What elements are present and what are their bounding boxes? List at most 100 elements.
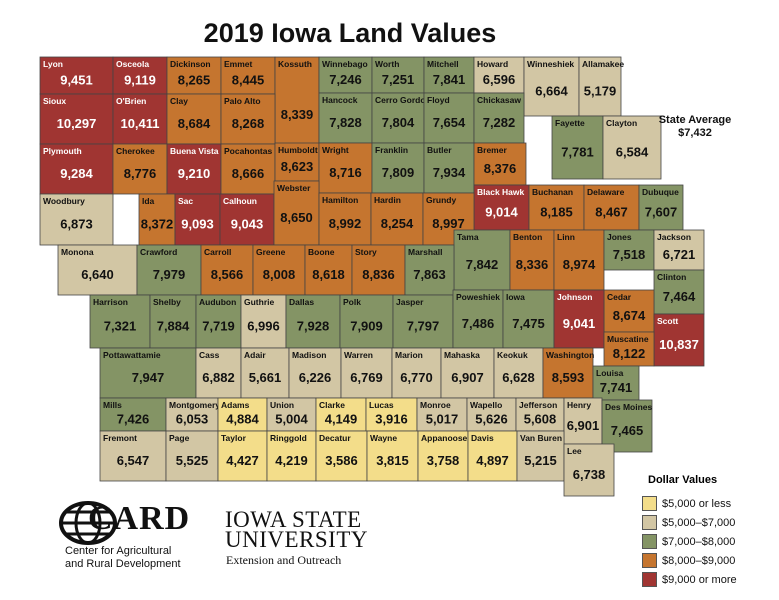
- county-lee: [563, 443, 615, 497]
- county-name: Dickinson: [170, 59, 211, 69]
- county-name: Palo Alto: [224, 96, 261, 106]
- county-value: 8,254: [381, 216, 414, 231]
- county-name: Taylor: [221, 433, 247, 443]
- county-monroe: [416, 397, 468, 432]
- county-value: 7,464: [663, 289, 696, 304]
- county-name: Wayne: [370, 433, 397, 443]
- county-value: 7,518: [613, 247, 646, 262]
- county-name: Clay: [170, 96, 188, 106]
- county-decatur: [315, 430, 368, 482]
- county-story: [351, 244, 406, 296]
- county-value: 8,268: [232, 116, 265, 131]
- county-name: Buchanan: [532, 187, 573, 197]
- county-value: 8,185: [540, 205, 573, 220]
- county-name: Jones: [607, 232, 632, 242]
- county-name: Hamilton: [322, 195, 358, 205]
- county-name: Page: [169, 433, 190, 443]
- county-value: 9,043: [231, 217, 264, 232]
- county-name: Wapello: [470, 400, 502, 410]
- county-name: Dallas: [289, 297, 314, 307]
- county-value: 10,297: [57, 116, 97, 131]
- county-name: Keokuk: [497, 350, 528, 360]
- county-cherokee: [112, 143, 168, 195]
- county-value: 7,741: [600, 380, 633, 395]
- county-keokuk: [493, 347, 544, 399]
- county-value: 4,897: [476, 453, 509, 468]
- county-name: Clayton: [606, 118, 637, 128]
- county-value: 4,427: [226, 453, 259, 468]
- county-value: 8,716: [329, 165, 362, 180]
- county-clayton: [602, 115, 662, 180]
- county-linn: [553, 229, 605, 291]
- county-name: Humboldt: [278, 145, 318, 155]
- county-value: 5,661: [249, 370, 282, 385]
- county-o-brien: [112, 93, 168, 145]
- legend-item: $9,000 or more: [642, 570, 737, 589]
- legend-swatch: [642, 515, 657, 530]
- county-name: Cherokee: [116, 146, 155, 156]
- county-plymouth: [39, 143, 114, 195]
- county-humboldt: [274, 142, 320, 182]
- county-floyd: [423, 92, 475, 144]
- state-average-value: $7,432: [678, 127, 712, 139]
- county-buchanan: [528, 184, 585, 231]
- county-value: 4,149: [325, 412, 358, 427]
- county-value: 6,640: [81, 267, 114, 282]
- county-name: Sioux: [43, 96, 66, 106]
- county-boone: [304, 244, 353, 296]
- county-name: Buena Vista: [170, 146, 219, 156]
- county-davis: [467, 430, 518, 482]
- county-value: 5,525: [176, 453, 209, 468]
- county-value: 7,828: [329, 115, 362, 130]
- county-name: Calhoun: [223, 196, 257, 206]
- county-value: 8,836: [362, 267, 395, 282]
- county-value: 4,884: [226, 412, 259, 427]
- county-value: 5,179: [584, 84, 617, 99]
- county-value: 6,907: [451, 370, 484, 385]
- county-name: Warren: [344, 350, 373, 360]
- county-value: 7,321: [104, 319, 137, 334]
- county-marion: [391, 347, 442, 399]
- county-value: 8,593: [552, 370, 585, 385]
- county-value: 6,901: [567, 418, 600, 433]
- county-johnson: [553, 289, 605, 349]
- county-value: 5,004: [275, 412, 308, 427]
- county-name: Johnson: [557, 292, 592, 302]
- legend-item: $5,000–$7,000: [642, 513, 737, 532]
- county-name: Louisa: [596, 368, 624, 378]
- county-appanoose: [417, 430, 469, 482]
- county-sac: [174, 193, 221, 246]
- county-name: Carroll: [204, 247, 231, 257]
- county-name: Emmet: [224, 59, 253, 69]
- county-jackson: [653, 229, 705, 271]
- county-name: Tama: [457, 232, 479, 242]
- county-name: Jackson: [657, 232, 691, 242]
- county-adair: [240, 347, 290, 399]
- county-value: 6,596: [483, 72, 516, 87]
- county-value: 7,804: [382, 115, 415, 130]
- county-name: Polk: [343, 297, 361, 307]
- county-value: 8,997: [432, 216, 465, 231]
- county-name: Black Hawk: [477, 187, 525, 197]
- county-name: Marion: [395, 350, 423, 360]
- county-value: 6,738: [573, 467, 606, 482]
- county-value: 7,842: [466, 257, 499, 272]
- map-title: 2019 Iowa Land Values: [203, 18, 497, 48]
- county-value: 7,934: [433, 165, 466, 180]
- county-value: 9,210: [178, 166, 211, 181]
- county-name: Pocahontas: [224, 146, 272, 156]
- county-value: 7,465: [611, 423, 644, 438]
- card-globe-icon: [59, 501, 117, 545]
- county-carroll: [200, 244, 254, 296]
- county-poweshiek: [452, 289, 504, 349]
- county-value: 8,618: [312, 267, 345, 282]
- county-value: 8,265: [178, 73, 211, 88]
- county-woodbury: [39, 193, 114, 246]
- county-value: 8,372: [141, 217, 174, 232]
- county-taylor: [217, 430, 268, 482]
- county-value: 7,909: [350, 319, 383, 334]
- county-cerro-gordo: [371, 92, 425, 144]
- county-name: Pottawattamie: [103, 350, 161, 360]
- county-value: 9,284: [60, 166, 93, 181]
- county-name: Wright: [322, 145, 349, 155]
